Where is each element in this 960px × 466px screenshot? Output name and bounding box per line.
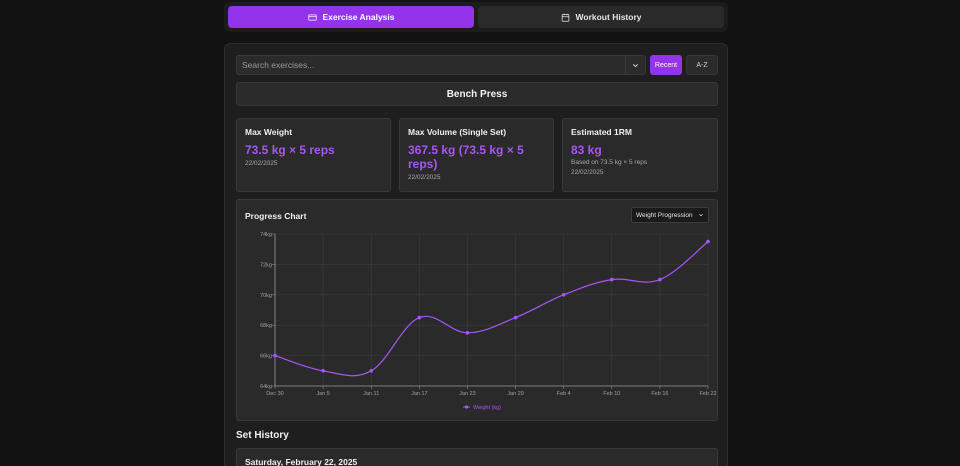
view-tabs: Exercise Analysis Workout History bbox=[224, 2, 728, 32]
y-tick-label: 66kg bbox=[260, 354, 272, 360]
tab-label: Exercise Analysis bbox=[322, 12, 395, 22]
stat-title: Estimated 1RM bbox=[571, 127, 632, 137]
calendar-icon bbox=[561, 13, 569, 22]
chart-title: Progress Chart bbox=[245, 211, 307, 221]
sort-recent-button[interactable]: Recent bbox=[650, 55, 682, 75]
data-point bbox=[658, 277, 662, 282]
search-row: Recent A-Z bbox=[236, 55, 718, 75]
x-tick-label: Dec 30 bbox=[266, 391, 283, 397]
data-point bbox=[417, 315, 422, 320]
stat-value: 367.5 kg (73.5 kg × 5 reps) bbox=[408, 143, 524, 171]
x-tick-label: Feb 22 bbox=[699, 391, 716, 397]
data-point bbox=[609, 277, 614, 282]
data-point bbox=[561, 293, 566, 297]
max-weight-card: Max Weight 73.5 kg × 5 reps 22/02/2025 bbox=[236, 118, 391, 192]
x-tick-label: Feb 10 bbox=[603, 391, 620, 397]
x-tick-label: Feb 16 bbox=[651, 391, 668, 397]
x-tick-label: Feb 4 bbox=[557, 391, 571, 397]
tab-label: Workout History bbox=[575, 12, 642, 22]
exercise-analysis-panel: Recent A-Z Bench Press Max Weight 73.5 k… bbox=[224, 43, 728, 466]
x-tick-label: Jan 29 bbox=[507, 391, 524, 397]
chart-mode-select[interactable]: Weight Progression bbox=[631, 207, 709, 223]
max-volume-card: Max Volume (Single Set) 367.5 kg (73.5 k… bbox=[399, 118, 554, 192]
stat-basis: Based on 73.5 kg × 5 reps bbox=[571, 159, 648, 166]
x-tick-label: Jan 5 bbox=[316, 391, 329, 397]
x-tick-label: Jan 23 bbox=[459, 391, 476, 397]
tab-workout-history[interactable]: Workout History bbox=[478, 6, 724, 28]
x-tick-label: Jan 17 bbox=[411, 391, 428, 397]
y-tick-label: 64kg bbox=[260, 384, 272, 390]
stat-value: 83 kg bbox=[571, 143, 602, 157]
legend-label: Weight (kg) bbox=[473, 405, 501, 411]
stat-title: Max Volume (Single Set) bbox=[408, 127, 507, 137]
exercise-search bbox=[236, 55, 646, 75]
x-tick-label: Jan 11 bbox=[363, 391, 379, 397]
card-icon bbox=[307, 14, 317, 20]
set-history-day: Saturday, February 22, 2025 bbox=[236, 448, 718, 466]
exercise-title: Bench Press bbox=[236, 82, 718, 106]
tab-exercise-analysis[interactable]: Exercise Analysis bbox=[228, 6, 474, 28]
stat-value: 73.5 kg × 5 reps bbox=[245, 143, 335, 157]
legend-marker bbox=[464, 405, 469, 409]
y-tick-label: 74kg bbox=[260, 232, 272, 238]
y-tick-label: 70kg bbox=[260, 293, 272, 299]
stat-date: 22/02/2025 bbox=[571, 169, 604, 176]
data-point bbox=[273, 353, 277, 358]
search-dropdown-toggle[interactable] bbox=[625, 56, 645, 74]
series-line bbox=[274, 241, 709, 377]
data-point bbox=[369, 369, 374, 373]
set-history-title: Set History bbox=[236, 430, 289, 441]
data-point bbox=[321, 369, 325, 373]
stat-date: 22/02/2025 bbox=[245, 160, 278, 167]
y-tick-label: 68kg bbox=[260, 323, 272, 329]
stat-title: Max Weight bbox=[245, 127, 293, 137]
data-point bbox=[513, 315, 518, 320]
sort-az-button[interactable]: A-Z bbox=[686, 55, 718, 75]
chart-mode-value: Weight Progression bbox=[636, 211, 693, 219]
data-point bbox=[465, 331, 470, 335]
stat-date: 22/02/2025 bbox=[408, 174, 441, 181]
estimated-1rm-card: Estimated 1RM 83 kg Based on 73.5 kg × 5… bbox=[562, 118, 718, 192]
chevron-down-icon bbox=[632, 63, 639, 67]
search-input[interactable] bbox=[237, 56, 625, 74]
y-tick-label: 72kg bbox=[260, 262, 272, 268]
data-point bbox=[706, 239, 710, 244]
progress-line-chart: 64kg 66kg 68kg 70kg 72kg 74kg Dec 30 Jan 5 Jan 1… bbox=[260, 232, 717, 411]
chevron-down-icon bbox=[699, 213, 703, 217]
progress-chart-card: Progress Chart Weight Progression 64kg 66… bbox=[236, 199, 718, 421]
set-history-day-date: Saturday, February 22, 2025 bbox=[245, 457, 358, 466]
